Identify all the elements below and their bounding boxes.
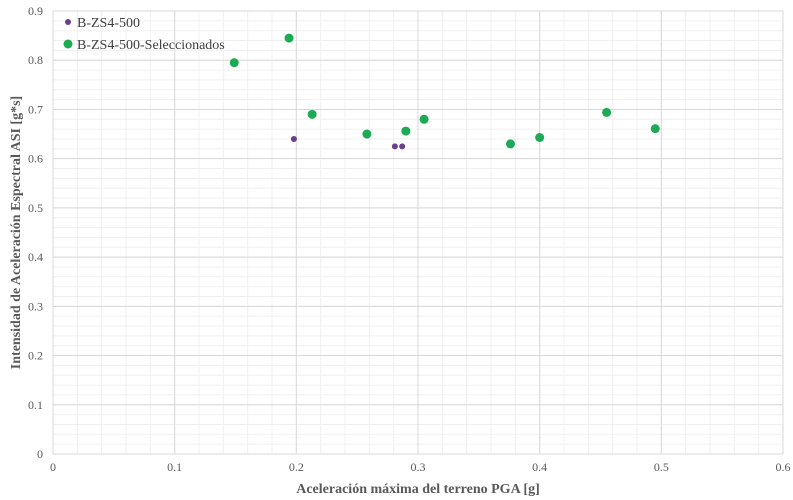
legend-item-series-2: B-ZS4-500-Seleccionados [63, 38, 225, 53]
major-gridlines [52, 10, 784, 455]
data-point-series-1 [391, 143, 398, 150]
y-axis-title: Intensidad de Aceleración Espectral ASI … [9, 96, 24, 369]
data-point-series-1 [399, 143, 406, 150]
x-tick-label: 0.5 [654, 460, 669, 474]
x-tick-label: 0.3 [411, 460, 426, 474]
x-tick-label: 0 [50, 460, 56, 474]
data-point-series-2 [650, 124, 660, 134]
data-point-series-2 [229, 58, 239, 68]
y-tick-label: 0.6 [28, 152, 43, 166]
data-point-series-2 [535, 133, 545, 143]
y-tick-label: 0.9 [28, 4, 43, 18]
data-points [229, 33, 660, 150]
legend-label-series-2: B-ZS4-500-Seleccionados [77, 38, 225, 53]
y-tick-label: 0.4 [28, 250, 43, 264]
legend-marker-series-2 [63, 39, 73, 49]
data-point-series-2 [284, 33, 294, 43]
x-tick-label: 0.2 [289, 460, 304, 474]
y-tick-label: 0.7 [28, 102, 43, 116]
legend-marker-series-1 [65, 19, 71, 25]
legend-item-series-1: B-ZS4-500 [65, 16, 140, 31]
data-point-series-2 [401, 126, 411, 136]
x-axis-tick-labels: 0 0.1 0.2 0.3 0.4 0.5 0.6 [50, 460, 791, 474]
x-tick-label: 0.1 [167, 460, 182, 474]
y-tick-label: 0.8 [28, 53, 43, 67]
data-point-series-2 [505, 139, 515, 149]
y-tick-label: 0.3 [28, 299, 43, 313]
y-tick-label: 0.1 [28, 398, 43, 412]
y-tick-label: 0.5 [28, 201, 43, 215]
y-tick-label: 0.2 [28, 349, 43, 363]
data-point-series-2 [307, 109, 317, 119]
y-tick-label: 0 [37, 447, 43, 461]
legend: B-ZS4-500 B-ZS4-500-Seleccionados [63, 16, 225, 53]
data-point-series-2 [419, 114, 429, 124]
x-tick-label: 0.4 [532, 460, 547, 474]
data-point-series-2 [362, 129, 372, 139]
data-point-series-1 [290, 135, 297, 142]
legend-label-series-1: B-ZS4-500 [77, 16, 140, 31]
data-point-series-2 [602, 107, 612, 117]
y-axis-tick-labels: 0 0.1 0.2 0.3 0.4 0.5 0.6 0.7 0.8 0.9 [28, 4, 43, 461]
x-tick-label: 0.6 [776, 460, 791, 474]
x-axis-title: Aceleración máxima del terreno PGA [g] [296, 482, 540, 497]
